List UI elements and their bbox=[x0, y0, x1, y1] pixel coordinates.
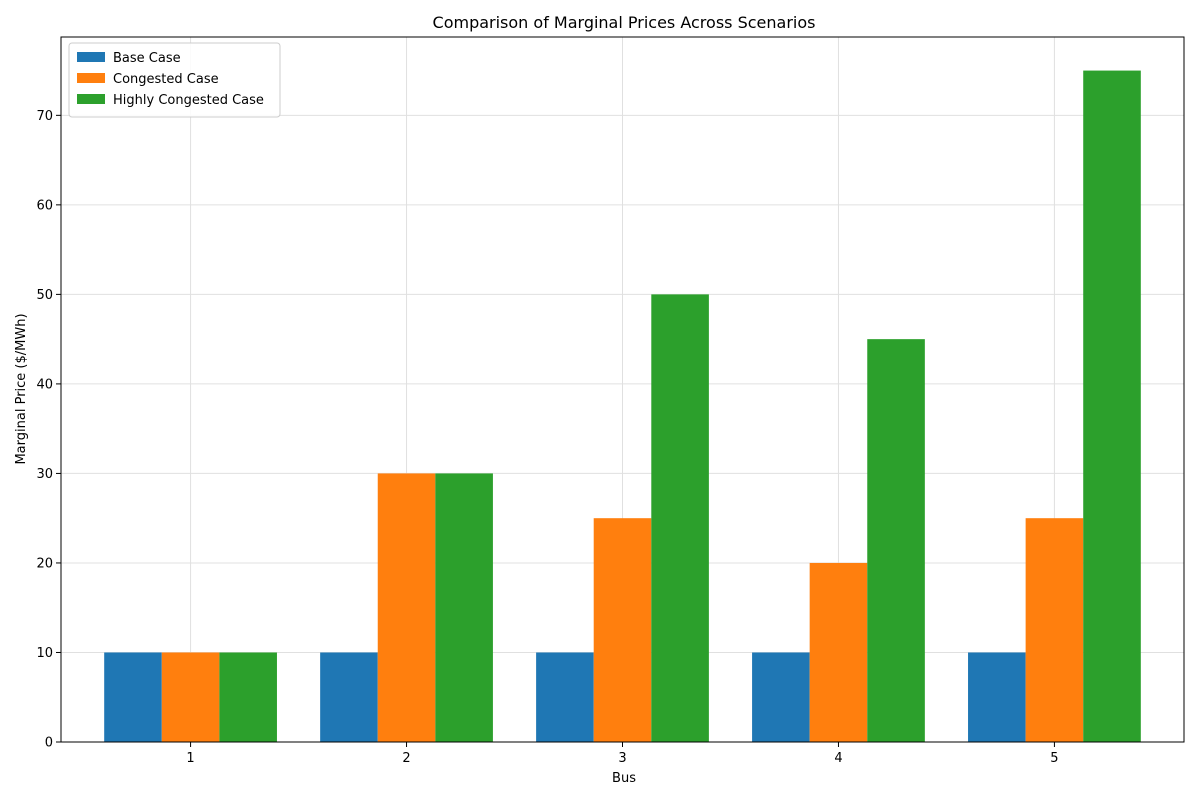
bar bbox=[435, 473, 493, 742]
y-axis-label: Marginal Price ($/MWh) bbox=[14, 313, 29, 464]
bar bbox=[1025, 518, 1084, 742]
bar bbox=[867, 339, 925, 742]
bar bbox=[104, 652, 162, 742]
bar bbox=[752, 652, 810, 742]
legend-swatch bbox=[77, 94, 105, 104]
y-tick-label: 30 bbox=[36, 467, 53, 482]
x-tick-label: 1 bbox=[186, 751, 194, 766]
bar bbox=[377, 473, 436, 742]
bar bbox=[809, 562, 868, 742]
bar bbox=[219, 652, 277, 742]
bars bbox=[104, 70, 1141, 743]
bar bbox=[161, 652, 220, 742]
x-tick-label: 5 bbox=[1050, 751, 1058, 766]
y-tick-label: 0 bbox=[45, 736, 53, 751]
legend-swatch bbox=[77, 73, 105, 83]
x-axis-ticks: 1 2 3 4 5 bbox=[186, 742, 1059, 766]
legend-label: Congested Case bbox=[113, 72, 219, 87]
x-tick-label: 2 bbox=[402, 751, 410, 766]
x-axis-label: Bus bbox=[612, 771, 636, 786]
bar bbox=[1083, 70, 1141, 743]
bar bbox=[320, 652, 378, 742]
bar bbox=[536, 652, 594, 742]
legend-box bbox=[68, 42, 281, 118]
y-tick-label: 40 bbox=[36, 377, 53, 392]
legend-label: Base Case bbox=[113, 51, 181, 66]
chart-title: Comparison of Marginal Prices Across Sce… bbox=[433, 13, 816, 32]
x-tick-label: 3 bbox=[618, 751, 626, 766]
bar bbox=[593, 518, 652, 742]
y-tick-label: 70 bbox=[36, 109, 53, 124]
y-tick-label: 20 bbox=[36, 556, 53, 571]
legend: Base Case Congested Case Highly Congested … bbox=[68, 42, 281, 118]
y-tick-label: 50 bbox=[36, 288, 53, 303]
bar bbox=[651, 294, 709, 742]
legend-swatch bbox=[77, 52, 105, 62]
y-axis-ticks: 0 10 20 30 40 50 60 70 bbox=[36, 109, 61, 751]
y-tick-label: 60 bbox=[36, 198, 53, 213]
x-tick-label: 4 bbox=[834, 751, 842, 766]
legend-label: Highly Congested Case bbox=[113, 93, 264, 108]
y-tick-label: 10 bbox=[36, 646, 53, 661]
bar bbox=[968, 652, 1026, 742]
